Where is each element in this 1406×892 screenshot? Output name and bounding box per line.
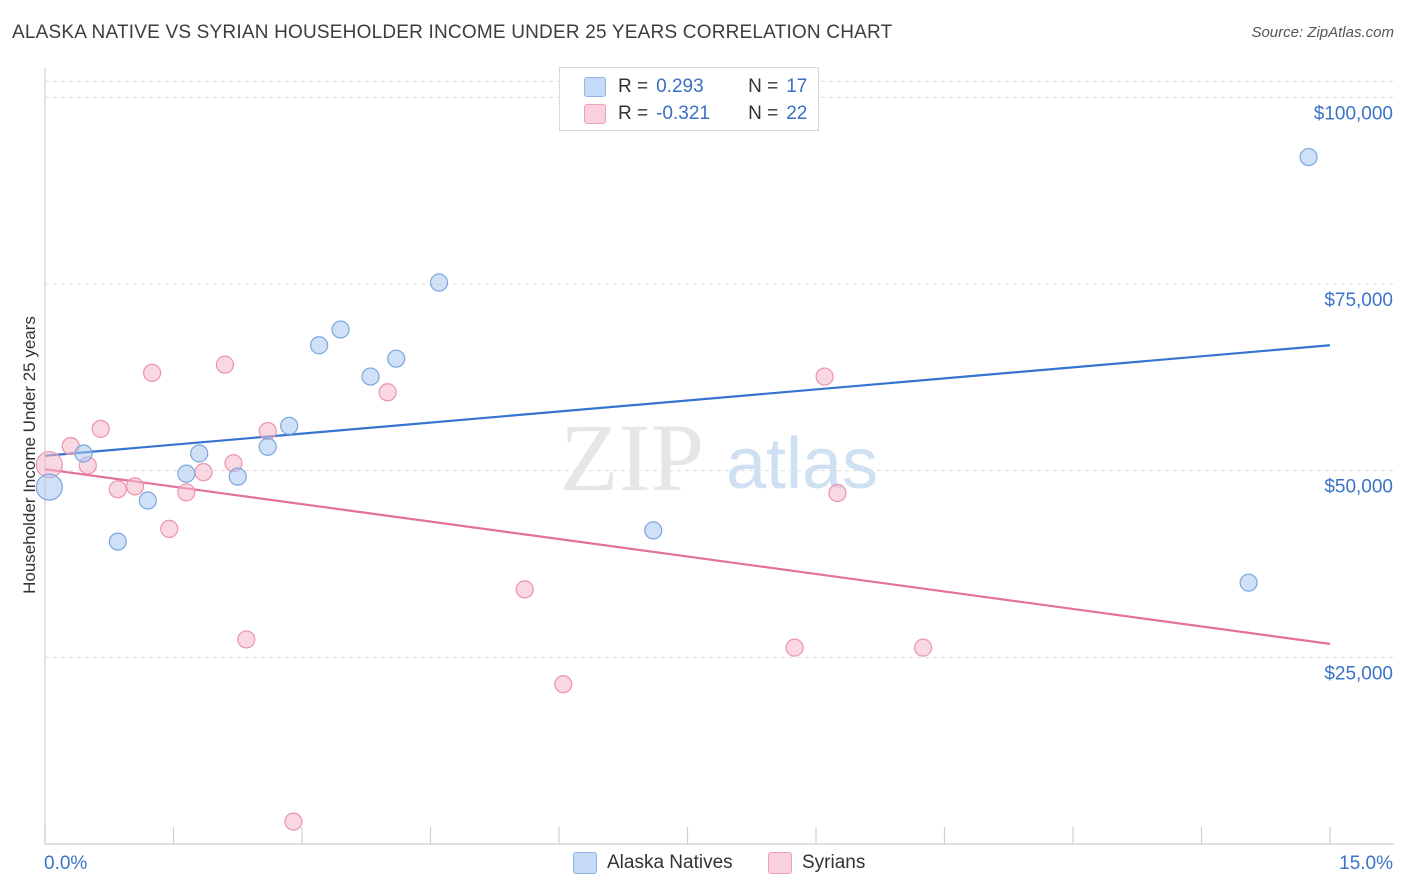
data-point — [228, 467, 247, 486]
stats-row-syrians: R = -0.321 N = 22 — [584, 101, 807, 127]
data-point — [1299, 147, 1318, 167]
data-point — [280, 416, 299, 435]
tick-labels: $25,000 $50,000 $75,000 $100,000 0.0% 15.0% — [44, 103, 1393, 874]
data-point — [177, 483, 196, 502]
data-point — [74, 444, 93, 463]
data-point — [258, 421, 277, 441]
grid-lines — [45, 80, 1394, 658]
axes — [44, 68, 1394, 845]
watermark: ZIP atlas — [560, 404, 878, 511]
y-tick-label: $75,000 — [1324, 290, 1393, 311]
stats-row-alaska: R = 0.293 N = 17 — [584, 74, 807, 100]
trend-lines — [44, 344, 1331, 645]
y-tick-label: $100,000 — [1314, 103, 1393, 124]
data-point — [554, 675, 573, 694]
n-value: 22 — [786, 103, 808, 124]
data-point — [194, 463, 213, 482]
y-tick-label: $25,000 — [1324, 663, 1393, 684]
source-label: Source: ZipAtlas.com — [1251, 24, 1394, 41]
r-value: -0.321 — [656, 103, 710, 124]
legend-item-syrians[interactable]: Syrians — [768, 852, 865, 874]
data-point — [35, 473, 63, 501]
data-point — [331, 320, 350, 339]
data-point — [108, 532, 127, 551]
data-point — [138, 491, 157, 510]
chart-title: ALASKA NATIVE VS SYRIAN HOUSEHOLDER INCO… — [12, 22, 893, 43]
data-point — [108, 480, 127, 499]
data-point — [258, 437, 277, 456]
alaska-legend-swatch — [573, 852, 597, 874]
trend-line — [44, 468, 1331, 645]
n-label: N = — [748, 76, 779, 97]
data-points — [35, 147, 1318, 831]
r-label: R = — [618, 76, 649, 97]
data-point — [644, 521, 663, 540]
data-point — [177, 464, 196, 483]
data-point — [785, 638, 804, 657]
legend-label: Alaska Natives — [607, 852, 733, 873]
stats-legend: R = 0.293 N = 17 R = -0.321 N = 22 — [559, 67, 819, 131]
data-point — [361, 367, 380, 386]
n-label: N = — [748, 103, 779, 124]
data-point — [142, 363, 162, 382]
data-point — [284, 812, 303, 831]
syrians-swatch — [584, 104, 606, 124]
data-point — [815, 367, 834, 386]
legend-label: Syrians — [802, 852, 866, 873]
data-point — [1239, 573, 1258, 592]
bottom-legend: Alaska Natives Syrians — [0, 852, 1406, 878]
data-point — [91, 419, 110, 438]
data-point — [913, 638, 933, 657]
r-value: 0.293 — [656, 76, 704, 97]
alaska-swatch — [584, 77, 606, 97]
data-point — [828, 483, 847, 503]
data-point — [378, 383, 397, 402]
data-point — [125, 477, 145, 496]
data-point — [515, 580, 534, 599]
x-tick-label: 0.0% — [44, 853, 87, 874]
data-point — [429, 273, 449, 292]
data-point — [160, 519, 179, 539]
legend-item-alaska-natives[interactable]: Alaska Natives — [573, 852, 733, 874]
trend-line — [44, 344, 1331, 457]
watermark-zip: ZIP — [560, 404, 704, 511]
y-tick-label: $50,000 — [1324, 477, 1393, 498]
data-point — [310, 336, 329, 355]
r-label: R = — [618, 103, 649, 124]
data-point — [190, 444, 209, 463]
data-point — [215, 355, 234, 374]
data-point — [237, 630, 256, 649]
syrians-legend-swatch — [768, 852, 792, 874]
watermark-atlas: atlas — [726, 424, 878, 504]
n-value: 17 — [786, 76, 808, 97]
data-point — [387, 349, 406, 368]
x-tick-label: 15.0% — [1339, 853, 1393, 874]
